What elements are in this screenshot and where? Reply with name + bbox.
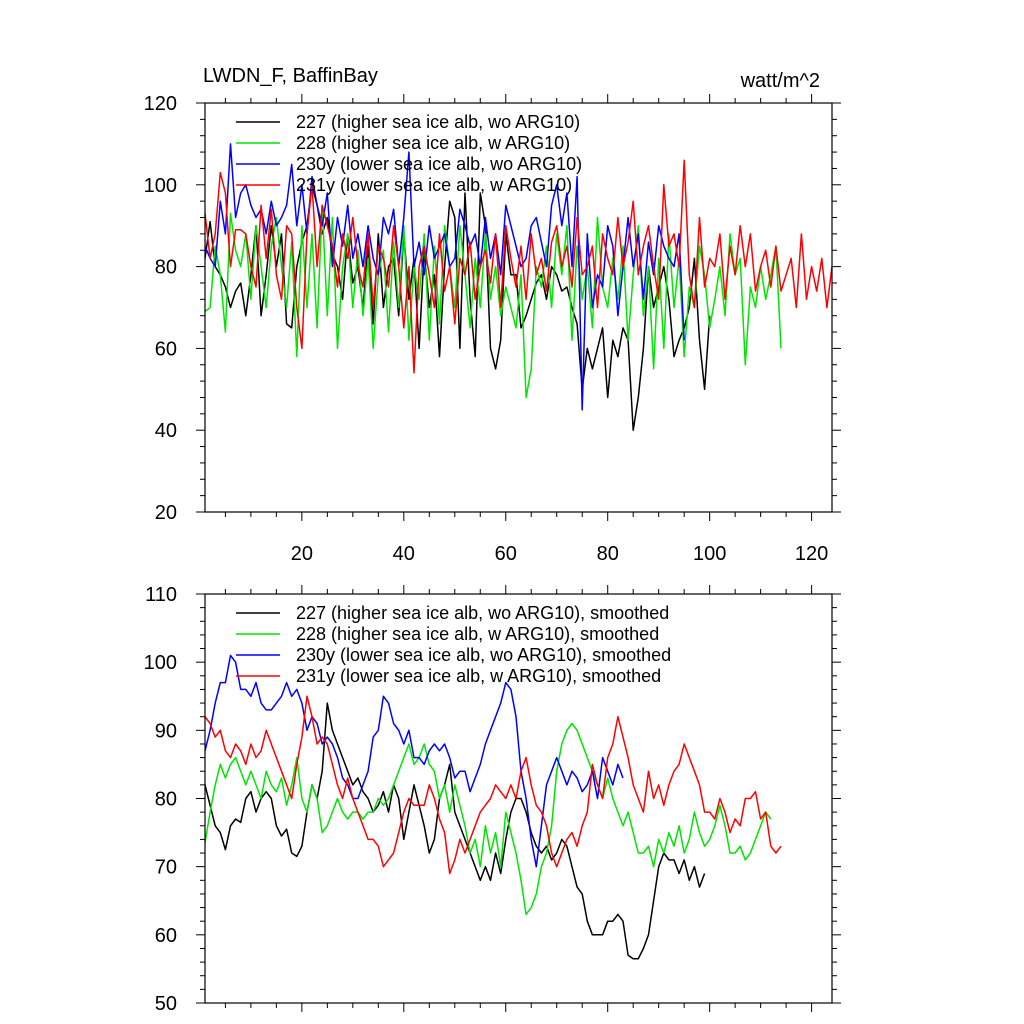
top-x-tick-label: 120: [795, 543, 828, 565]
bottom-series-line-1: [204, 722, 772, 916]
top-y-tick-label: 60: [155, 338, 177, 360]
top-legend-label-1: 228 (higher sea ice alb, w ARG10): [296, 133, 570, 153]
top-x-tick-label: 40: [393, 543, 415, 565]
top-panel-title: LWDN_F, BaffinBay: [203, 65, 378, 87]
bottom-y-tick-label: 90: [155, 720, 177, 742]
top-plot-frame: [204, 102, 833, 513]
top-y-tick-label: 120: [144, 93, 177, 115]
bottom-panel: 50 60 70 80 90 100 110 227 (higher sea ice alb,…: [144, 584, 841, 1015]
top-x-tick-label: 20: [291, 543, 313, 565]
bottom-y-tick-label: 100: [144, 652, 177, 674]
bottom-y-tick-label: 110: [145, 584, 177, 606]
bottom-y-tick-label: 60: [155, 925, 177, 947]
bottom-series-line-0: [204, 702, 706, 960]
bottom-legend-label-3: 231y (lower sea ice alb, w ARG10), smoot…: [296, 666, 661, 686]
top-series-line-3: [204, 159, 833, 374]
top-x-tick-label: 80: [597, 543, 619, 565]
bottom-y-tick-label: 80: [155, 789, 177, 811]
bottom-legend-label-2: 230y (lower sea ice alb, wo ARG10), smoo…: [296, 645, 671, 665]
bottom-series-line-3: [204, 695, 782, 875]
top-series-line-1: [204, 204, 782, 399]
bottom-y-tick-label: 70: [155, 857, 177, 879]
top-y-tick-label: 80: [155, 257, 177, 279]
bottom-legend-label-0: 227 (higher sea ice alb, wo ARG10), smoo…: [296, 603, 669, 623]
bottom-legend-label-1: 228 (higher sea ice alb, w ARG10), smoot…: [296, 624, 659, 644]
top-legend-label-3: 231y (lower sea ice alb, w ARG10): [296, 175, 572, 195]
top-panel: LWDN_F, BaffinBay watt/m^2 20 40 60 80 100 12…: [144, 65, 841, 565]
top-panel-units: watt/m^2: [740, 70, 820, 92]
top-legend-label-0: 227 (higher sea ice alb, wo ARG10): [296, 112, 580, 132]
top-x-tick-label: 100: [693, 543, 726, 565]
top-legend-label-2: 230y (lower sea ice alb, wo ARG10): [296, 154, 582, 174]
top-y-tick-label: 20: [155, 502, 177, 524]
top-y-tick-label: 40: [155, 420, 177, 442]
bottom-series-line-2: [204, 654, 624, 868]
bottom-y-tick-label: 50: [155, 993, 177, 1015]
top-x-tick-label: 60: [495, 543, 517, 565]
top-y-tick-label: 100: [144, 175, 177, 197]
top-series-line-2: [204, 143, 685, 411]
